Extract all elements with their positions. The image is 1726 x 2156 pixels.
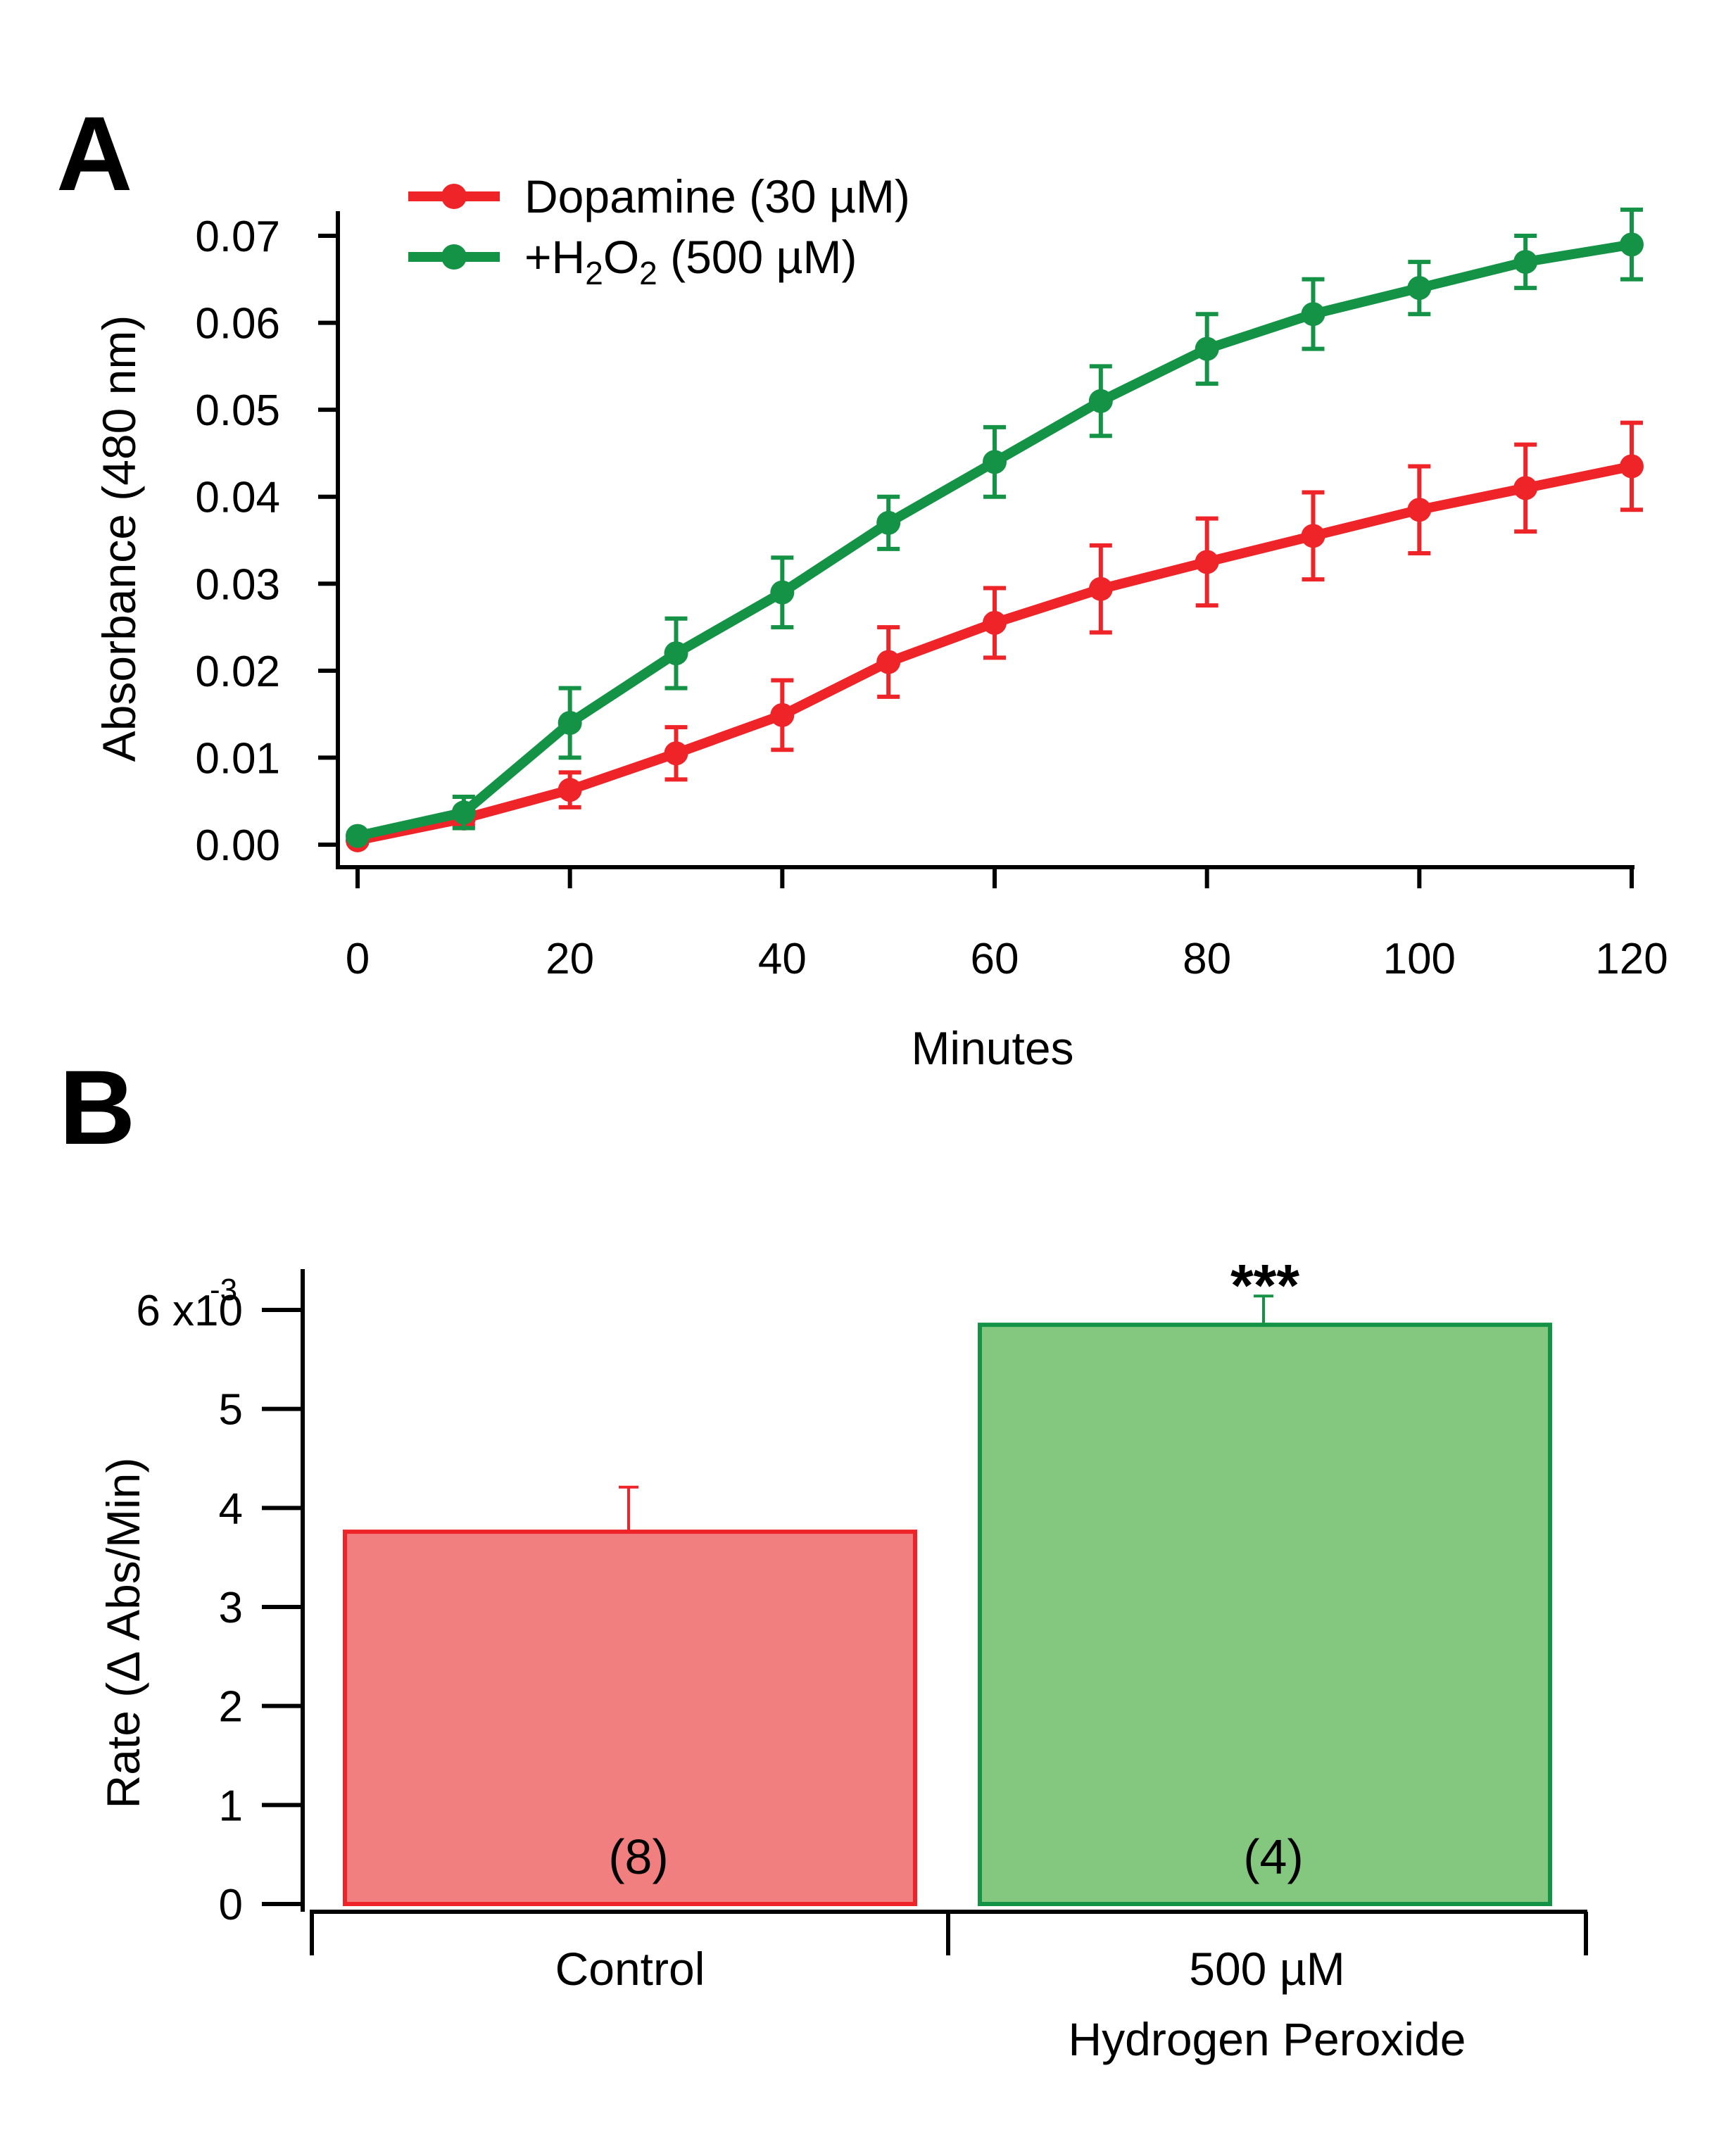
data-point (770, 580, 795, 605)
bar (978, 1323, 1552, 1906)
panel-b-label: B (59, 1048, 135, 1166)
legend-h2o2-sub-2: 2 (639, 255, 657, 291)
legend-marker-dopamine (441, 184, 467, 209)
panel-b-category-labels: Control 500 µM Hydrogen Peroxide (555, 1943, 1466, 2065)
panel-a-x-tick-label: 60 (971, 935, 1019, 983)
data-point (1620, 232, 1644, 257)
panel-a-y-tick-label: 0.04 (195, 474, 280, 522)
panel-b-y-tick-label: 0 (219, 1881, 243, 1929)
data-point (346, 824, 370, 848)
panel-a-axes (336, 211, 1634, 869)
panel-a-y-tick-label: 0.07 (195, 213, 280, 261)
panel-b-y-tick-label: 6 x10 (136, 1287, 243, 1335)
data-point (1195, 336, 1219, 361)
series-line (356, 239, 1633, 841)
panel-a-y-tick-label: 0.02 (195, 648, 280, 696)
panel-b-bars: (8) (4) *** (343, 1252, 1552, 1906)
legend-marker-h2o2 (441, 244, 467, 270)
panel-a-legend: Dopamine (30 µM) +H2O2 (500 µM) (408, 170, 910, 291)
category-label: 500 µM (1189, 1943, 1344, 1995)
panel-a-y-tick-label: 0.05 (195, 386, 280, 435)
bar-n-label: (4) (1243, 1829, 1304, 1884)
data-point (664, 641, 688, 666)
legend-h2o2-part-o: O (603, 231, 639, 283)
panel-a-y-axis-title: Absorbance (480 nm) (93, 315, 145, 762)
legend-label-dopamine: Dopamine (30 µM) (524, 170, 910, 222)
series-dopamine (346, 420, 1644, 852)
panel-b-bar-chart: B (8) (4) *** 0 1 2 3 4 5 6 x10-3 Control 500 µM H… (59, 1048, 1588, 2065)
data-point (1301, 302, 1325, 327)
panel-b-y-tick-label: 3 (219, 1584, 243, 1632)
legend-h2o2-part-h: +H (524, 231, 585, 283)
data-point (983, 450, 1007, 474)
panel-a-y-tick-label: 0.01 (195, 734, 280, 783)
panel-b-y-tick-label: 1 (219, 1782, 243, 1830)
panel-a-x-tick-label: 100 (1383, 935, 1456, 983)
panel-a-y-tick-label: 0.03 (195, 560, 280, 609)
bar-group-hydrogen-peroxide: (4) *** (978, 1252, 1552, 1906)
data-point (558, 778, 582, 802)
data-point (1088, 389, 1113, 413)
data-point (1088, 576, 1113, 601)
panel-a-line-chart: A 0.00 0.01 0.02 0.03 0.04 0.05 0.06 0.07 0 20 40… (56, 94, 1668, 1074)
legend-h2o2-concentration: (500 µM) (657, 231, 857, 283)
panel-b-y-axis-title: Rate (Δ Abs/Min) (97, 1458, 149, 1809)
panel-a-x-tick-label: 0 (346, 935, 370, 983)
data-point (664, 741, 688, 766)
panel-a-x-tick-label: 80 (1183, 935, 1231, 983)
panel-a-label: A (56, 94, 132, 213)
data-point (876, 650, 901, 674)
data-point (1195, 550, 1219, 574)
panel-a-x-ticks: 0 20 40 60 80 100 120 (346, 867, 1668, 983)
bar-n-label: (8) (608, 1829, 669, 1884)
panel-a-x-tick-label: 120 (1595, 935, 1668, 983)
panel-b-y-tick-label: 4 (219, 1484, 243, 1533)
data-point (451, 800, 476, 825)
category-label: Hydrogen Peroxide (1069, 2013, 1466, 2065)
category-label: Control (555, 1943, 705, 1995)
data-point (1513, 250, 1538, 275)
panel-a-y-tick-label: 0.00 (195, 821, 280, 870)
series-h2o2 (346, 207, 1644, 848)
data-point (1513, 476, 1538, 500)
panel-b-y-tick-exponent: -3 (210, 1273, 237, 1307)
panel-a-series (346, 207, 1644, 852)
panel-a-x-tick-label: 40 (758, 935, 807, 983)
data-point (770, 702, 795, 727)
data-point (983, 610, 1007, 635)
data-point (1407, 276, 1432, 301)
significance-stars: *** (1230, 1252, 1299, 1318)
data-point (558, 711, 582, 735)
panel-b-y-ticks: 0 1 2 3 4 5 6 x10-3 (136, 1273, 303, 1929)
panel-a-y-ticks: 0.00 0.01 0.02 0.03 0.04 0.05 0.06 0.07 (195, 213, 338, 870)
panel-a-y-tick-label: 0.06 (195, 300, 280, 348)
data-point (876, 510, 901, 535)
legend-label-h2o2: +H2O2 (500 µM) (524, 231, 857, 291)
data-point (1301, 524, 1325, 548)
data-point (1407, 498, 1432, 522)
data-point (1620, 454, 1644, 479)
panel-a-x-tick-label: 20 (546, 935, 594, 983)
panel-a-x-axis-title: Minutes (911, 1022, 1073, 1074)
legend-h2o2-sub-1: 2 (585, 255, 603, 291)
panel-b-y-tick-label: 2 (219, 1683, 243, 1732)
panel-b-y-tick-label: 5 (219, 1386, 243, 1435)
bar-group-control: (8) (343, 1485, 917, 1906)
